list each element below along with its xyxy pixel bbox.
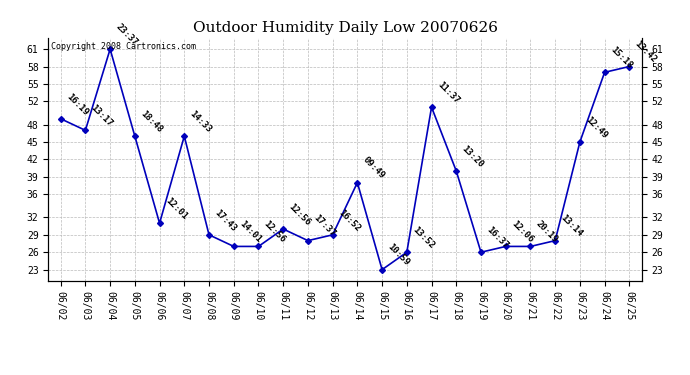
Text: 12:56: 12:56: [287, 202, 313, 227]
Text: 12:06: 12:06: [509, 219, 535, 245]
Text: 17:37: 17:37: [312, 213, 337, 239]
Text: 16:37: 16:37: [484, 225, 510, 251]
Text: 13:20: 13:20: [460, 144, 485, 169]
Text: 13:42: 13:42: [633, 39, 658, 65]
Title: Outdoor Humidity Daily Low 20070626: Outdoor Humidity Daily Low 20070626: [193, 21, 497, 35]
Text: 20:19: 20:19: [534, 219, 560, 245]
Text: 14:33: 14:33: [188, 109, 213, 134]
Text: 12:56: 12:56: [262, 219, 288, 245]
Text: 18:48: 18:48: [139, 109, 164, 134]
Text: 23:37: 23:37: [114, 22, 139, 47]
Text: 12:49: 12:49: [584, 115, 609, 140]
Text: 11:37: 11:37: [435, 80, 461, 105]
Text: 17:43: 17:43: [213, 208, 238, 233]
Text: 10:59: 10:59: [386, 243, 411, 268]
Text: 09:49: 09:49: [361, 156, 386, 181]
Text: 16:19: 16:19: [64, 92, 90, 117]
Text: Copyright 2008 Cartronics.com: Copyright 2008 Cartronics.com: [51, 42, 196, 51]
Text: 14:01: 14:01: [237, 219, 263, 245]
Text: 13:52: 13:52: [411, 225, 436, 251]
Text: 15:18: 15:18: [609, 45, 633, 70]
Text: 13:17: 13:17: [89, 103, 115, 129]
Text: 13:14: 13:14: [559, 213, 584, 239]
Text: 12:01: 12:01: [164, 196, 188, 222]
Text: 16:52: 16:52: [336, 208, 362, 233]
